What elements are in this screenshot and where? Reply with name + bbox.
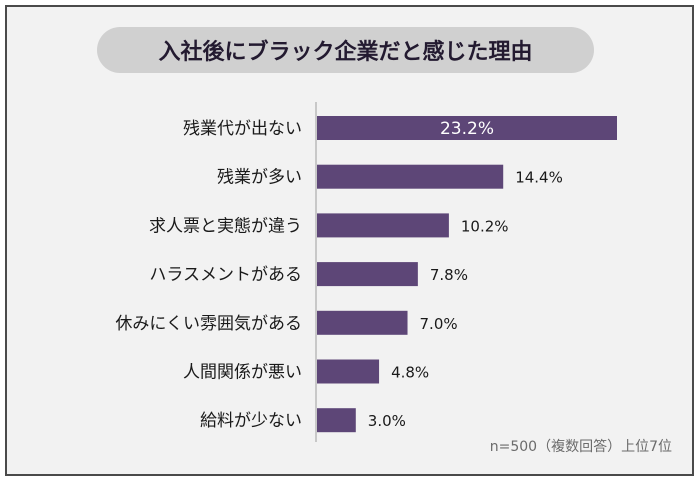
value-label: 3.0% (368, 412, 406, 430)
category-label: 求人票と実態が違う (149, 216, 302, 236)
value-label: 7.0% (420, 315, 458, 333)
value-label: 7.8% (430, 266, 468, 284)
category-label: 残業代が出ない (183, 119, 302, 139)
bar (317, 408, 356, 433)
chart-title: 入社後にブラック企業だと感じた理由 (97, 27, 594, 73)
category-label: 残業が多い (217, 168, 302, 188)
bar (317, 359, 380, 384)
bar (317, 213, 449, 238)
value-label: 4.8% (391, 364, 429, 382)
value-label: 14.4% (515, 169, 563, 187)
category-label: 給料が少ない (200, 411, 302, 431)
chart-frame (5, 5, 694, 476)
category-label: 休みにくい雰囲気がある (115, 314, 302, 334)
value-label: 23.2% (440, 119, 494, 139)
bar (317, 164, 504, 189)
bar (317, 310, 408, 335)
bar (317, 262, 418, 287)
category-label: ハラスメントがある (149, 265, 302, 285)
value-label: 10.2% (461, 217, 509, 235)
bar (317, 116, 617, 140)
sample-note: n=500（複数回答）上位7位 (489, 439, 672, 455)
category-label: 人間関係が悪い (183, 363, 302, 383)
